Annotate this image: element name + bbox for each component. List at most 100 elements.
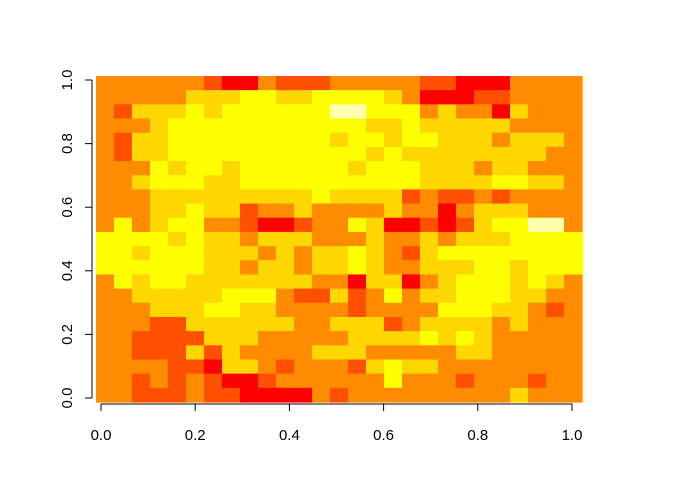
- heatmap-cell: [384, 373, 403, 389]
- heatmap-cell: [492, 387, 511, 403]
- heatmap-cell: [258, 373, 277, 389]
- heatmap-cell: [96, 316, 115, 332]
- heatmap-cell: [546, 104, 565, 120]
- heatmap-cell: [222, 161, 241, 176]
- heatmap-cell: [96, 146, 115, 162]
- heatmap-cell: [528, 331, 547, 346]
- heatmap-cell: [366, 90, 385, 105]
- heatmap-cell: [564, 231, 583, 247]
- heatmap-cell: [258, 231, 277, 247]
- heatmap-cell: [420, 118, 439, 134]
- heatmap-cell: [474, 104, 493, 120]
- heatmap-cell: [492, 90, 511, 105]
- heatmap-cell: [240, 161, 259, 176]
- heatmap-cell: [564, 274, 583, 290]
- heatmap-cell: [186, 260, 205, 276]
- heatmap-cell: [312, 76, 331, 91]
- heatmap-cell: [312, 203, 331, 219]
- heatmap-cell: [438, 146, 457, 162]
- heatmap-cell: [276, 302, 295, 318]
- heatmap-cell: [186, 132, 205, 148]
- heatmap-cell: [204, 217, 223, 233]
- heatmap-cell: [114, 175, 133, 190]
- heatmap-cell: [222, 90, 241, 105]
- heatmap-cell: [492, 274, 511, 290]
- heatmap-cell: [492, 189, 511, 205]
- heatmap-cell: [546, 118, 565, 134]
- heatmap-cell: [492, 373, 511, 389]
- heatmap-cell: [258, 76, 277, 91]
- heatmap-cell: [348, 217, 367, 233]
- heatmap-cell: [510, 76, 529, 91]
- heatmap-cell: [150, 373, 169, 389]
- heatmap-cell: [96, 231, 115, 247]
- heatmap-cell: [150, 316, 169, 332]
- heatmap-cell: [384, 132, 403, 148]
- heatmap-cell: [510, 231, 529, 247]
- heatmap-cell: [186, 76, 205, 91]
- heatmap-cell: [330, 359, 349, 375]
- heatmap-cell: [438, 161, 457, 176]
- heatmap-cell: [96, 104, 115, 120]
- heatmap-cell: [312, 217, 331, 233]
- heatmap-cell: [258, 359, 277, 375]
- heatmap-cell: [510, 387, 529, 403]
- heatmap-cell: [474, 373, 493, 389]
- heatmap-cell: [222, 175, 241, 190]
- heatmap-cell: [168, 288, 187, 304]
- heatmap-cell: [312, 359, 331, 375]
- heatmap-cell: [240, 203, 259, 219]
- heatmap-cell: [186, 203, 205, 219]
- x-tick-label: 0.0: [91, 427, 112, 444]
- heatmap-cell: [474, 203, 493, 219]
- heatmap-cell: [546, 260, 565, 276]
- heatmap-cell: [150, 146, 169, 162]
- heatmap-cell: [564, 373, 583, 389]
- heatmap-cell: [186, 118, 205, 134]
- heatmap-cell: [384, 331, 403, 346]
- heatmap-cell: [312, 161, 331, 176]
- heatmap-cell: [312, 274, 331, 290]
- heatmap-cell: [312, 175, 331, 190]
- heatmap-cell: [492, 161, 511, 176]
- heatmap-cell: [186, 90, 205, 105]
- heatmap-cell: [96, 260, 115, 276]
- heatmap-cell: [276, 175, 295, 190]
- heatmap-cell: [420, 316, 439, 332]
- heatmap-cell: [294, 387, 313, 403]
- heatmap-cell: [294, 132, 313, 148]
- heatmap-cell: [168, 246, 187, 261]
- heatmap-cell: [204, 146, 223, 162]
- heatmap-cell: [402, 373, 421, 389]
- heatmap-cell: [438, 274, 457, 290]
- heatmap-cell: [384, 118, 403, 134]
- heatmap-cell: [96, 76, 115, 91]
- heatmap-cell: [402, 76, 421, 91]
- heatmap-cell: [564, 104, 583, 120]
- heatmap-cell: [438, 203, 457, 219]
- heatmap-cell: [150, 90, 169, 105]
- heatmap-cell: [564, 132, 583, 148]
- heatmap-cell: [510, 217, 529, 233]
- heatmap-cell: [258, 345, 277, 361]
- heatmap-cell: [114, 90, 133, 105]
- heatmap-cell: [204, 387, 223, 403]
- heatmap-cell: [276, 118, 295, 134]
- heatmap-cell: [564, 90, 583, 105]
- heatmap-cell: [366, 217, 385, 233]
- heatmap-cell: [384, 260, 403, 276]
- heatmap-cell: [348, 161, 367, 176]
- heatmap-cell: [528, 345, 547, 361]
- heatmap-cell: [402, 146, 421, 162]
- heatmap-cell: [222, 132, 241, 148]
- heatmap-cell: [312, 118, 331, 134]
- heatmap-cell: [312, 288, 331, 304]
- heatmap-cell: [96, 203, 115, 219]
- heatmap-cell: [330, 104, 349, 120]
- heatmap-cell: [168, 76, 187, 91]
- heatmap-cell: [132, 132, 151, 148]
- heatmap-cell: [240, 76, 259, 91]
- heatmap-cell: [240, 331, 259, 346]
- heatmap-cell: [168, 359, 187, 375]
- heatmap-cell: [276, 132, 295, 148]
